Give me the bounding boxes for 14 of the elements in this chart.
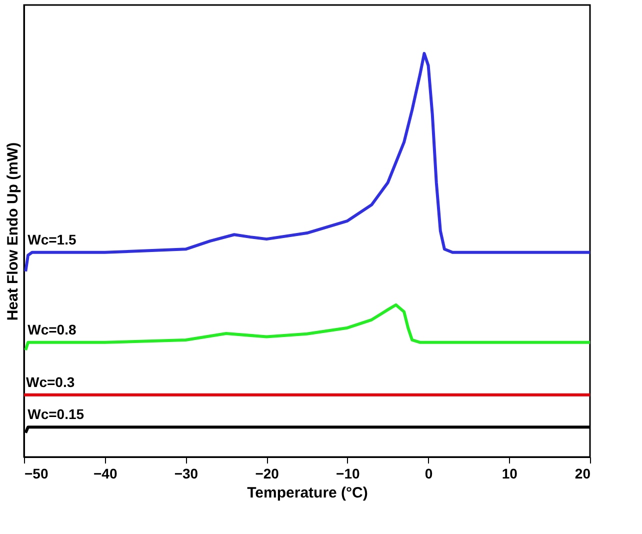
x-axis-title: Temperature (°C) — [247, 484, 368, 502]
x-tick-label: −10 — [336, 466, 360, 482]
x-tick-label: −40 — [93, 466, 118, 482]
x-tick-label: −50 — [24, 466, 48, 482]
y-axis-title: Heat Flow Endo Up (mW) — [4, 142, 22, 321]
x-tick-label: 10 — [502, 466, 518, 482]
x-tick-label: 20 — [574, 466, 591, 482]
series-label: Wc=0.3 — [26, 374, 75, 390]
x-tick-label: −20 — [255, 466, 280, 482]
series-label: Wc=1.5 — [28, 231, 76, 248]
x-tick-label: 0 — [424, 466, 433, 482]
x-tick-label: −30 — [174, 466, 198, 482]
series-label: Wc=0.8 — [28, 321, 76, 338]
series-label: Wc=0.15 — [28, 406, 84, 422]
